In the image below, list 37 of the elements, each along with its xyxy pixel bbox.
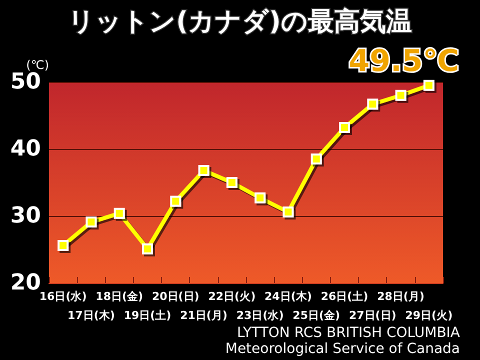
point bbox=[142, 243, 153, 254]
point bbox=[367, 98, 378, 110]
point bbox=[310, 154, 322, 165]
y-tick-label: 20 bbox=[10, 270, 41, 296]
point bbox=[198, 164, 210, 176]
x-tick-label: 23日(水) bbox=[236, 309, 284, 322]
x-tick-label: 25日(金) bbox=[292, 309, 340, 322]
text: LYTTON RCS BRITISH COLUMBIA bbox=[237, 325, 460, 341]
point bbox=[339, 122, 350, 134]
point bbox=[282, 206, 294, 218]
x-tick-label: 28日(月) bbox=[377, 290, 424, 303]
point bbox=[58, 240, 69, 251]
chart-title: リットン(カナダ)の最高気温 bbox=[68, 7, 412, 37]
x-tick-label: 21日(月) bbox=[180, 309, 228, 322]
x-tick-label: 17日(木) bbox=[68, 309, 115, 322]
x-tick-label: 18日(金) bbox=[96, 290, 144, 303]
x-tick-label: 29日(火) bbox=[405, 309, 453, 322]
x-tick-label: 27日(日) bbox=[348, 309, 396, 322]
point bbox=[395, 90, 406, 101]
x-tick-label: 24日(木) bbox=[264, 290, 312, 303]
y-tick-label: 30 bbox=[10, 204, 41, 228]
text: Meteorological Service of Canada bbox=[225, 341, 460, 357]
point bbox=[423, 80, 434, 91]
point bbox=[226, 177, 238, 188]
y-tick-label: 40 bbox=[10, 136, 41, 162]
x-tick-label: 22日(火) bbox=[208, 290, 256, 303]
x-tick-label: 26日(土) bbox=[320, 290, 368, 303]
x-tick-label: 20日(日) bbox=[152, 290, 200, 303]
x-tick-label: 19日(土) bbox=[124, 309, 172, 322]
point bbox=[254, 192, 266, 204]
point bbox=[170, 196, 182, 207]
point bbox=[114, 208, 125, 219]
y-tick-label: 50 bbox=[10, 70, 41, 94]
point bbox=[86, 216, 97, 228]
y-axis-title: (℃) bbox=[26, 58, 49, 72]
annotation: 49.5℃ bbox=[348, 44, 460, 79]
x-tick-label: 16日(水) bbox=[39, 290, 87, 303]
